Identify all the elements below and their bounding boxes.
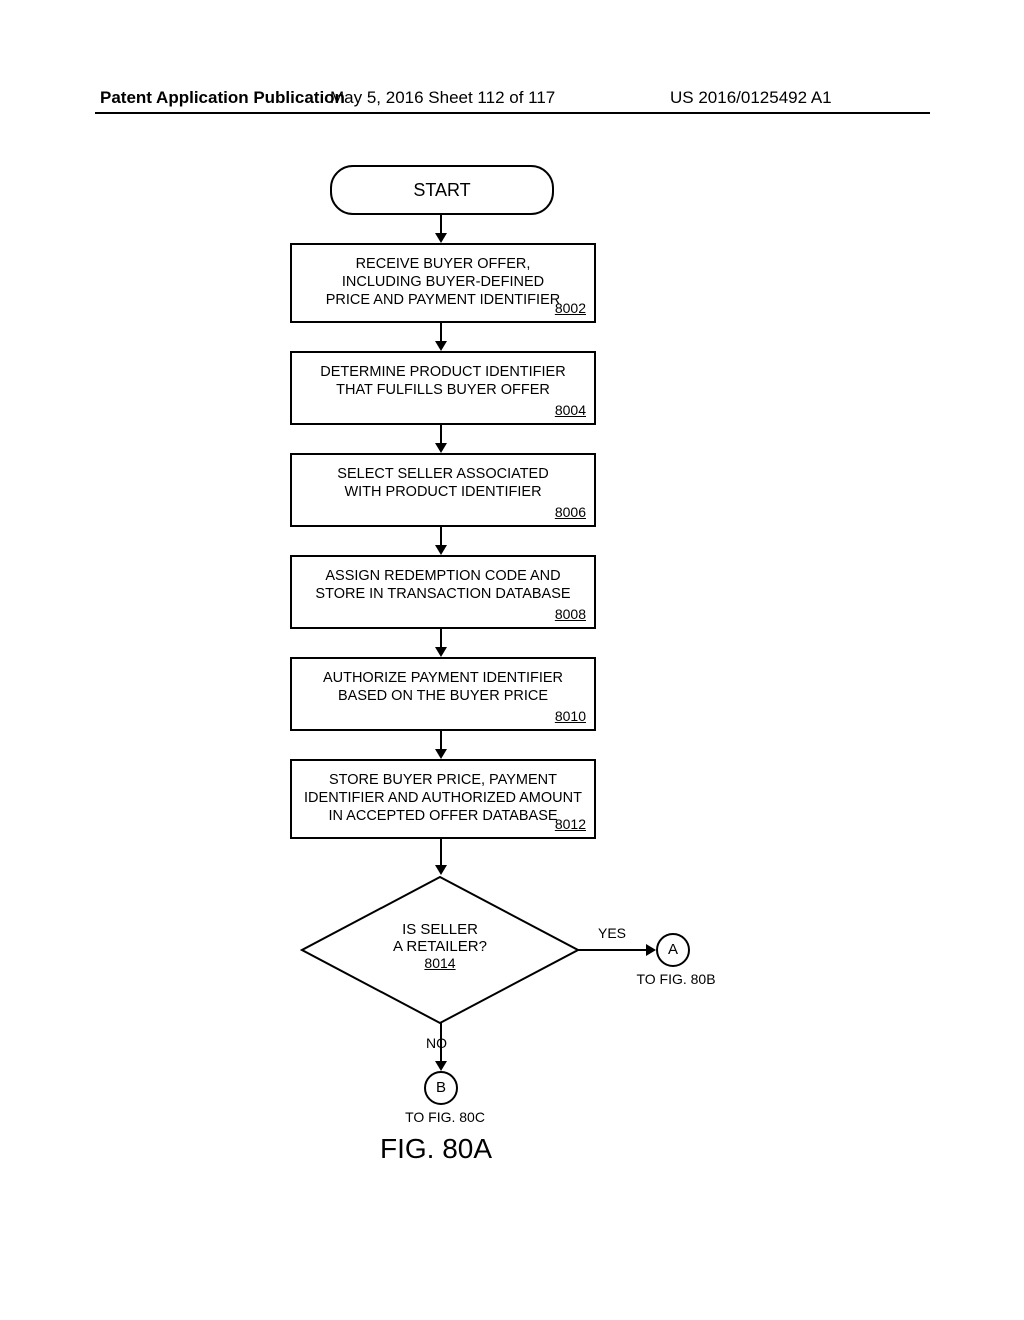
ref-number: 8004 — [555, 402, 586, 420]
no-label: NO — [426, 1035, 447, 1051]
arrow-head — [435, 341, 447, 351]
decision-text: IS SELLERA RETAILER?8014 — [300, 921, 580, 972]
figure-label: FIG. 80A — [380, 1133, 492, 1165]
decision-node-8014: IS SELLERA RETAILER?8014 — [300, 875, 580, 1030]
process-text: RECEIVE BUYER OFFER,INCLUDING BUYER-DEFI… — [298, 255, 588, 309]
ref-number: 8014 — [424, 955, 455, 971]
ref-number: 8012 — [555, 816, 586, 834]
arrow — [440, 839, 442, 867]
connector-a-caption: TO FIG. 80B — [636, 971, 716, 987]
header-pub-number: US 2016/0125492 A1 — [670, 88, 832, 108]
connector-a: A — [656, 933, 690, 967]
process-text: AUTHORIZE PAYMENT IDENTIFIERBASED ON THE… — [298, 669, 588, 705]
arrow-head — [435, 233, 447, 243]
process-text: SELECT SELLER ASSOCIATEDWITH PRODUCT IDE… — [298, 465, 588, 501]
start-node: START — [330, 165, 554, 215]
process-step-8006: SELECT SELLER ASSOCIATEDWITH PRODUCT IDE… — [290, 453, 596, 527]
connector-b-caption: TO FIG. 80C — [400, 1109, 490, 1125]
arrow — [440, 629, 442, 649]
arrow-head — [435, 749, 447, 759]
connector-b-label: B — [436, 1079, 446, 1096]
header-date-sheet: May 5, 2016 Sheet 112 of 117 — [330, 88, 555, 108]
yes-label: YES — [598, 925, 626, 941]
arrow-head — [435, 545, 447, 555]
arrow — [440, 323, 442, 343]
arrow-head — [435, 1061, 447, 1071]
process-text: DETERMINE PRODUCT IDENTIFIERTHAT FULFILL… — [298, 363, 588, 399]
arrow-head — [435, 443, 447, 453]
page: Patent Application Publication May 5, 20… — [0, 0, 1024, 1320]
arrow — [440, 425, 442, 445]
process-text: ASSIGN REDEMPTION CODE ANDSTORE IN TRANS… — [298, 567, 588, 603]
process-step-8010: AUTHORIZE PAYMENT IDENTIFIERBASED ON THE… — [290, 657, 596, 731]
ref-number: 8002 — [555, 300, 586, 318]
arrow — [578, 949, 648, 951]
header-rule — [95, 112, 930, 114]
process-step-8012: STORE BUYER PRICE, PAYMENTIDENTIFIER AND… — [290, 759, 596, 839]
process-text: STORE BUYER PRICE, PAYMENTIDENTIFIER AND… — [298, 771, 588, 825]
arrow-head — [435, 647, 447, 657]
connector-a-label: A — [668, 941, 678, 958]
process-step-8002: RECEIVE BUYER OFFER,INCLUDING BUYER-DEFI… — [290, 243, 596, 323]
arrow — [440, 527, 442, 547]
arrow — [440, 215, 442, 235]
process-step-8004: DETERMINE PRODUCT IDENTIFIERTHAT FULFILL… — [290, 351, 596, 425]
arrow — [440, 731, 442, 751]
arrow-head — [646, 944, 656, 956]
connector-b: B — [424, 1071, 458, 1105]
ref-number: 8010 — [555, 708, 586, 726]
ref-number: 8006 — [555, 504, 586, 522]
arrow-head — [435, 865, 447, 875]
process-step-8008: ASSIGN REDEMPTION CODE ANDSTORE IN TRANS… — [290, 555, 596, 629]
start-label: START — [413, 180, 470, 200]
header-publication: Patent Application Publication — [100, 88, 345, 108]
ref-number: 8008 — [555, 606, 586, 624]
